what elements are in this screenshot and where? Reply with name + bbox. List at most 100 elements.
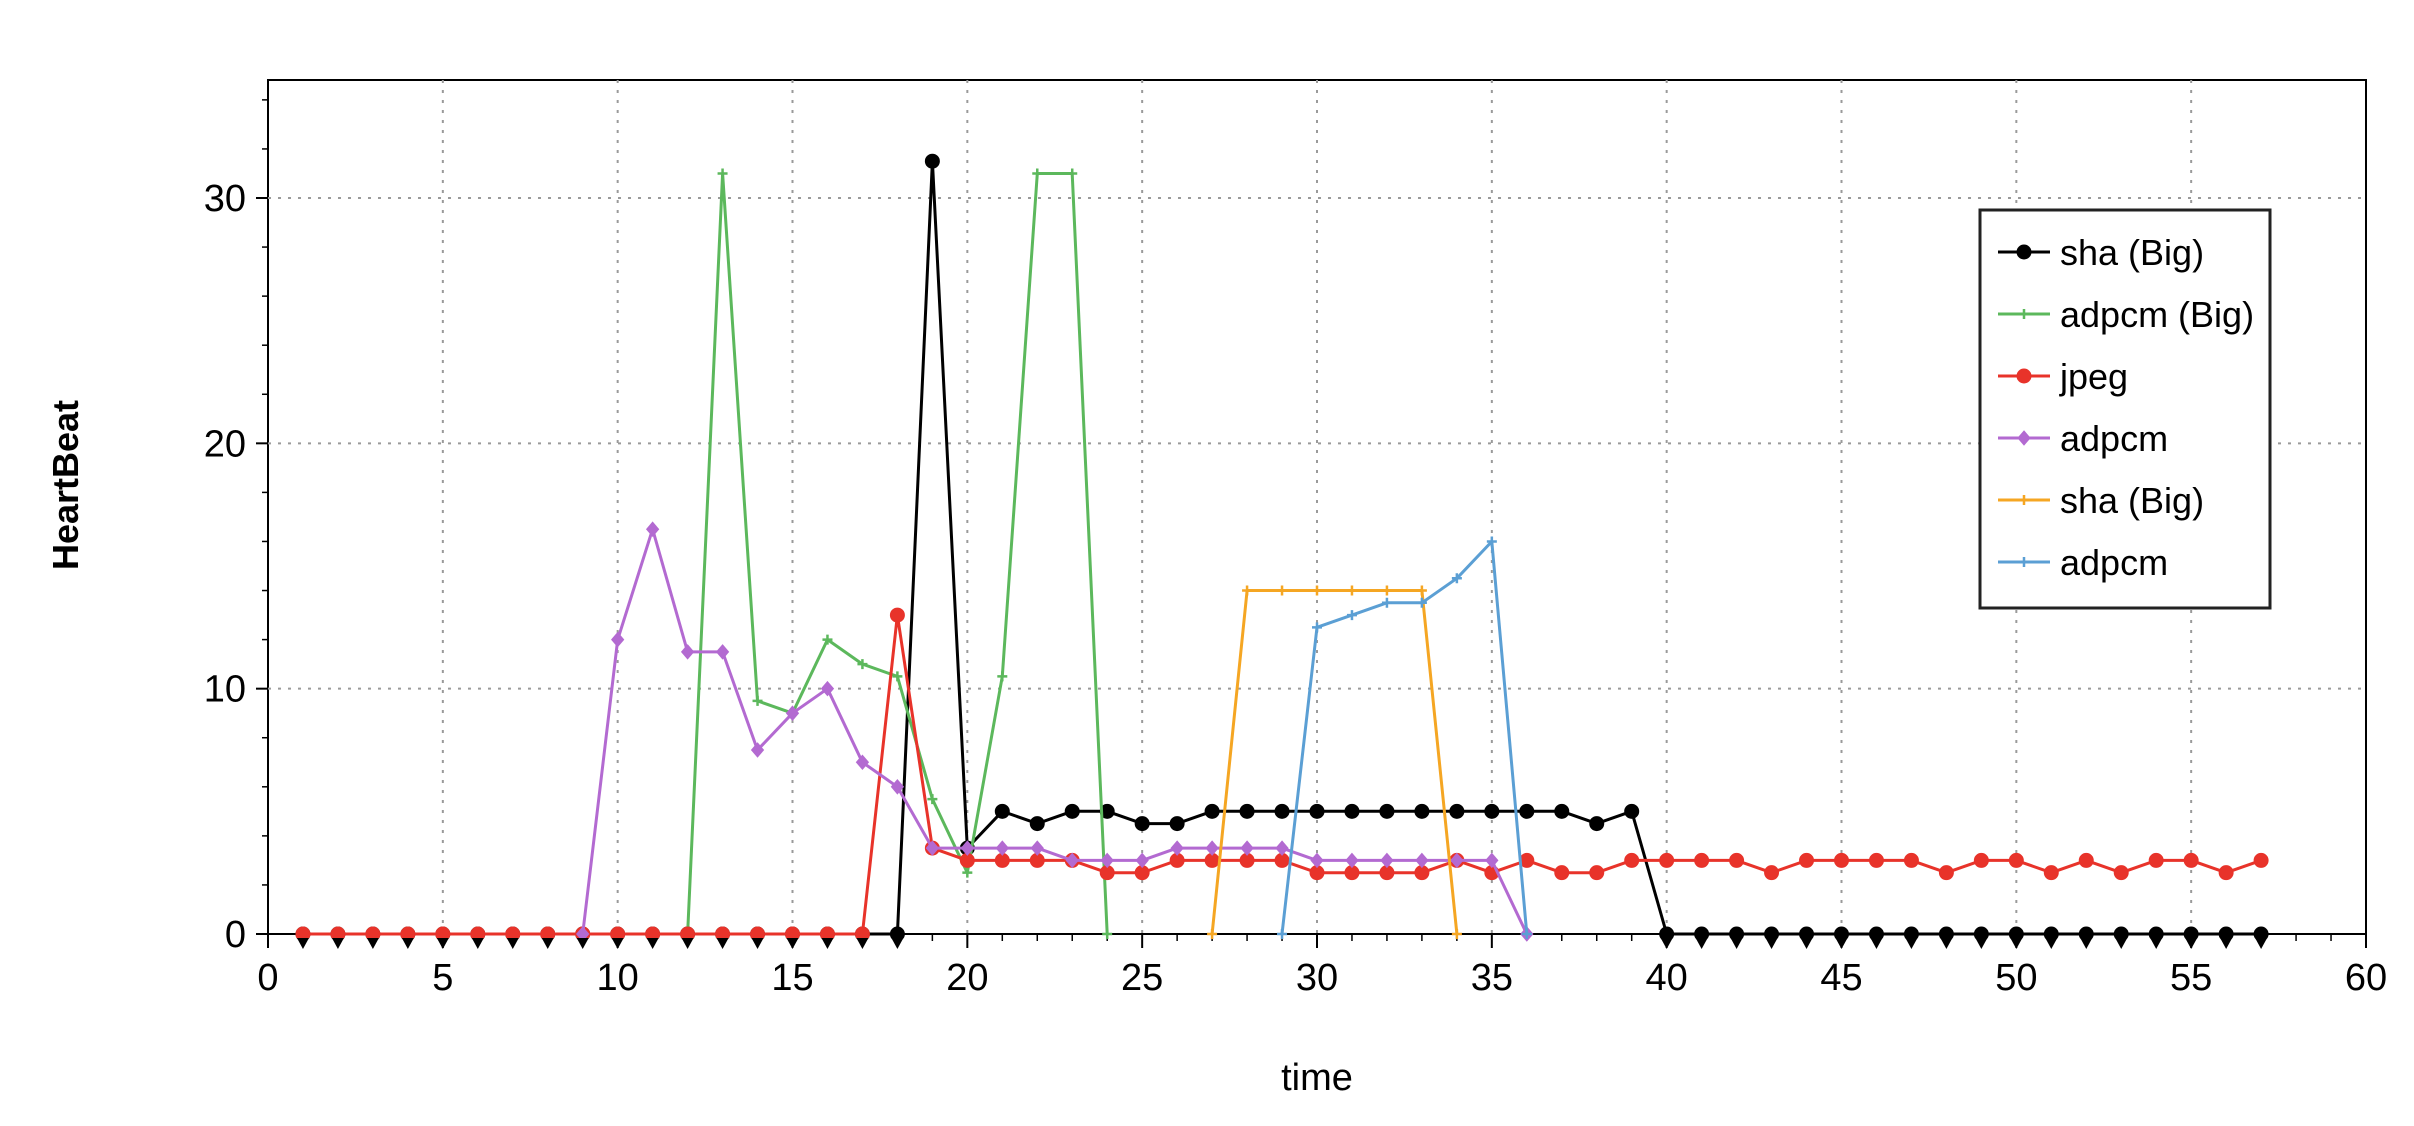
data-point <box>1414 803 1430 819</box>
data-point <box>1799 852 1815 868</box>
data-point <box>752 695 763 706</box>
data-point <box>820 680 835 697</box>
data-point <box>750 742 765 758</box>
zero-marker <box>2080 938 2093 949</box>
data-point <box>2183 852 2199 868</box>
data-point <box>1205 840 1219 856</box>
zero-marker <box>2115 938 2128 949</box>
data-point <box>1274 803 1290 819</box>
zero-marker <box>331 938 344 949</box>
y-tick-label: 10 <box>204 669 246 711</box>
data-point <box>1242 585 1253 596</box>
legend-label: sha (Big) <box>2060 480 2204 521</box>
data-point <box>1415 852 1429 869</box>
zero-marker <box>716 938 729 949</box>
data-point <box>1521 929 1532 939</box>
x-tick-label: 10 <box>597 957 639 999</box>
zero-marker <box>1835 938 1848 949</box>
series-3 <box>576 521 1534 942</box>
zero-marker <box>506 938 519 949</box>
series-5 <box>1277 536 1532 939</box>
series-line <box>581 527 1529 935</box>
legend-entry: adpcm <box>1998 542 2168 583</box>
data-point <box>1416 585 1427 596</box>
data-point <box>611 631 625 648</box>
zero-marker <box>891 938 904 949</box>
zero-marker <box>2010 938 2023 949</box>
data-point <box>1694 852 1710 868</box>
y-tick-label: 30 <box>204 178 246 220</box>
data-point <box>1451 929 1462 939</box>
data-point <box>1310 852 1324 869</box>
data-point <box>960 840 974 856</box>
legend-label: adpcm (Big) <box>2060 294 2254 335</box>
data-point <box>1240 840 1254 856</box>
series-line <box>1210 589 1459 935</box>
data-point <box>1102 929 1113 939</box>
x-tick-label: 55 <box>2170 957 2212 999</box>
legend-swatch-marker <box>2019 557 2029 567</box>
zero-marker <box>1905 938 1918 949</box>
legend-swatch-marker <box>2016 368 2032 384</box>
data-point <box>1380 852 1394 869</box>
series-line <box>1280 540 1529 935</box>
x-axis-label: time <box>1281 1057 1353 1099</box>
data-point <box>892 671 903 682</box>
y-tick-label: 20 <box>204 423 246 465</box>
data-point <box>1938 865 1954 881</box>
zero-marker <box>1940 938 1953 949</box>
data-point <box>997 671 1008 682</box>
data-point <box>1344 803 1360 819</box>
data-point <box>924 153 940 169</box>
legend-swatch-marker <box>2019 309 2029 319</box>
data-point <box>1379 803 1395 819</box>
zero-marker <box>471 938 484 949</box>
data-point <box>2113 865 2129 881</box>
legend-label: adpcm <box>2060 418 2168 459</box>
data-point <box>1169 816 1185 832</box>
data-point <box>1346 610 1357 621</box>
data-point <box>1309 803 1325 819</box>
zero-marker <box>681 938 694 949</box>
data-point <box>1345 852 1359 869</box>
data-point <box>927 794 938 805</box>
x-tick-label: 25 <box>1121 957 1163 999</box>
data-point <box>715 644 730 660</box>
data-point <box>889 607 905 623</box>
zero-marker <box>1660 938 1673 949</box>
zero-marker <box>2185 938 2198 949</box>
series-4 <box>1207 585 1462 939</box>
data-point <box>890 779 905 795</box>
data-point <box>680 644 695 660</box>
legend-swatch-marker <box>2017 430 2031 446</box>
zero-marker <box>751 938 764 949</box>
data-point <box>1554 803 1570 819</box>
data-point <box>2218 865 2234 881</box>
data-point <box>1065 852 1079 869</box>
legend-entry: sha (Big) <box>1998 480 2204 521</box>
zero-marker <box>2045 938 2058 949</box>
data-point <box>1239 803 1255 819</box>
data-point <box>1134 816 1150 832</box>
legend: sha (Big) adpcm (Big) jpeg adpcm sha (Big) ad… <box>1978 208 2272 610</box>
data-point <box>1135 852 1149 869</box>
data-point <box>1381 597 1392 608</box>
data-point <box>1519 803 1535 819</box>
data-point <box>1204 803 1220 819</box>
data-point <box>1032 168 1043 179</box>
legend-label: adpcm <box>2060 542 2168 583</box>
data-point <box>1416 597 1427 608</box>
legend-swatch-marker <box>2016 244 2032 260</box>
zero-marker <box>786 938 799 949</box>
legend-swatch-marker <box>2019 495 2029 505</box>
data-point <box>1659 852 1675 868</box>
zero-markers <box>296 938 2268 949</box>
legend-entry: jpeg <box>1998 356 2128 397</box>
data-point <box>1277 585 1288 596</box>
zero-marker <box>1730 938 1743 949</box>
data-point <box>1277 929 1288 939</box>
data-point <box>1451 573 1462 584</box>
zero-marker <box>646 938 659 949</box>
